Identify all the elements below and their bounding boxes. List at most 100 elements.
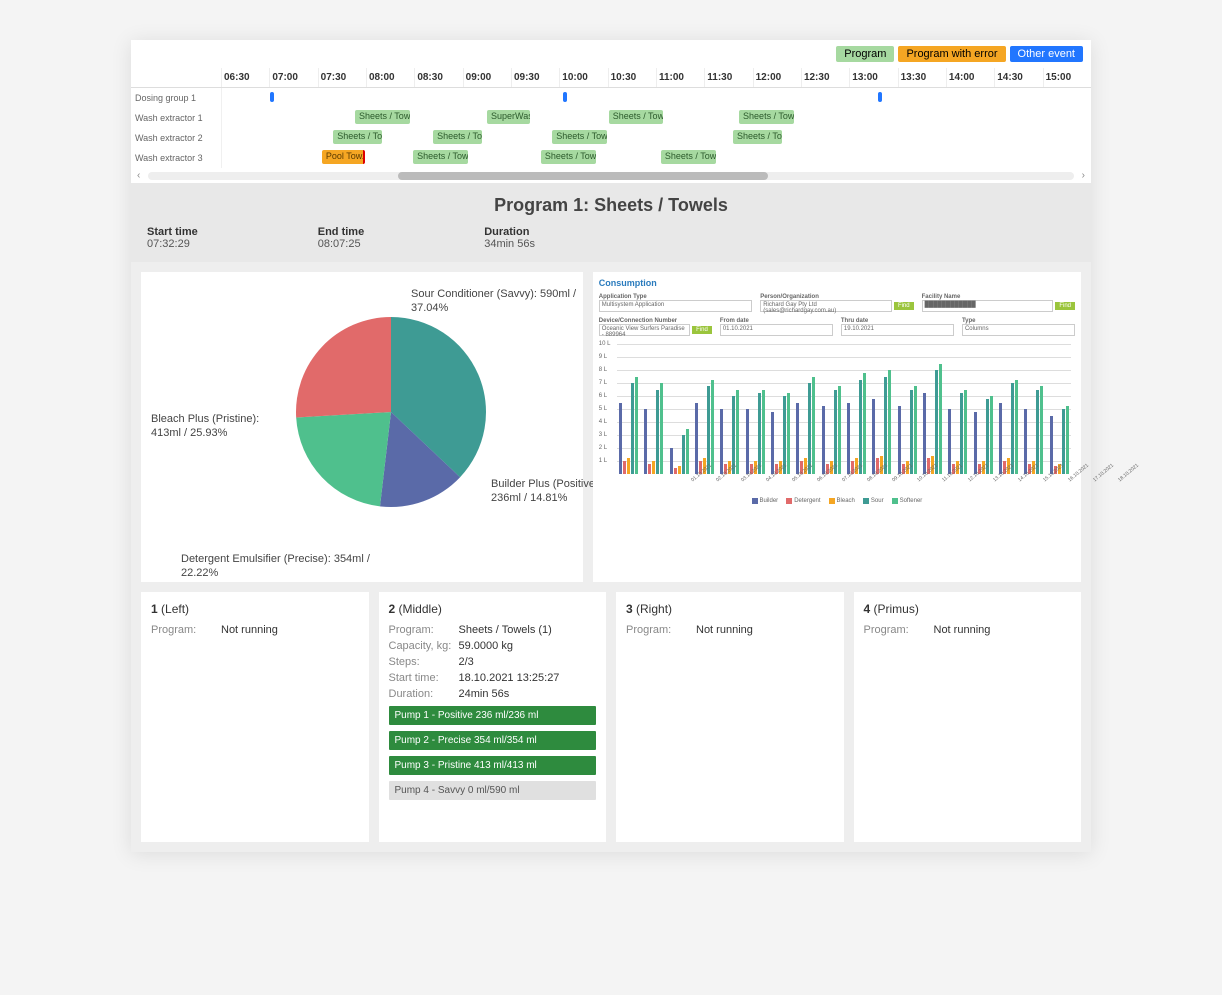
chart-bar[interactable] bbox=[974, 412, 977, 474]
scroll-thumb[interactable] bbox=[398, 172, 768, 180]
chart-bar[interactable] bbox=[787, 393, 790, 474]
chart-bar[interactable] bbox=[914, 386, 917, 474]
chart-bar[interactable] bbox=[872, 399, 875, 474]
chart-bar[interactable] bbox=[644, 409, 647, 474]
chart-y-label: 8 L bbox=[599, 367, 607, 373]
chart-bar[interactable] bbox=[670, 448, 673, 474]
gantt-bar[interactable]: Sheets / Towels bbox=[661, 150, 716, 164]
chart-bar[interactable] bbox=[631, 383, 634, 474]
filter-field[interactable]: 01.10.2021 bbox=[720, 324, 833, 336]
chart-bar[interactable] bbox=[999, 403, 1002, 475]
chart-bar[interactable] bbox=[711, 380, 714, 474]
chart-y-label: 5 L bbox=[599, 406, 607, 412]
scroll-left-icon[interactable]: ‹ bbox=[137, 170, 140, 181]
chart-bar[interactable] bbox=[652, 461, 655, 474]
scroll-right-icon[interactable]: › bbox=[1082, 170, 1085, 181]
filter-field[interactable]: ████████████ bbox=[922, 300, 1054, 312]
chart-legend-item: Detergent bbox=[786, 498, 820, 504]
chart-bar[interactable] bbox=[648, 464, 651, 474]
card-title: 4 (Primus) bbox=[864, 602, 1072, 616]
chart-bar[interactable] bbox=[796, 403, 799, 475]
chart-bar[interactable] bbox=[812, 377, 815, 475]
filter-field[interactable]: Columns bbox=[962, 324, 1075, 336]
gantt-bar[interactable]: Sheets / Towels bbox=[739, 110, 794, 124]
card-data-row: Duration:24min 56s bbox=[389, 688, 597, 700]
filter-find-button[interactable]: Find bbox=[1055, 302, 1075, 310]
pie-slice[interactable] bbox=[296, 412, 391, 506]
pie-slice[interactable] bbox=[296, 317, 391, 418]
chart-bar[interactable] bbox=[863, 373, 866, 474]
chart-bar[interactable] bbox=[736, 390, 739, 475]
chart-bar[interactable] bbox=[686, 429, 689, 475]
chart-bar[interactable] bbox=[1024, 409, 1027, 474]
chart-bar[interactable] bbox=[1011, 383, 1014, 474]
chart-bar[interactable] bbox=[923, 393, 926, 474]
gantt-bar[interactable]: Sheets / Towels bbox=[355, 110, 410, 124]
gantt-event-dot[interactable] bbox=[270, 92, 274, 102]
gantt-bar[interactable]: Sheets / To... bbox=[433, 130, 482, 144]
gantt-bar[interactable]: Sheets / To... bbox=[733, 130, 782, 144]
chart-bar[interactable] bbox=[1040, 386, 1043, 474]
chart-bar[interactable] bbox=[859, 380, 862, 474]
filter-field[interactable]: 19.10.2021 bbox=[841, 324, 954, 336]
chart-bar[interactable] bbox=[695, 403, 698, 475]
gantt-event-dot[interactable] bbox=[563, 92, 567, 102]
bar-group bbox=[1022, 386, 1045, 474]
chart-bar[interactable] bbox=[627, 458, 630, 474]
chart-bar[interactable] bbox=[884, 377, 887, 475]
time-slot: 12:00 bbox=[753, 68, 801, 87]
gantt-bar[interactable]: Sheets / Towels bbox=[609, 110, 664, 124]
gantt-bar[interactable]: Sheets / To... bbox=[333, 130, 382, 144]
filter-field[interactable]: Multisystem Application bbox=[599, 300, 752, 312]
card-data-row: Steps:2/3 bbox=[389, 656, 597, 668]
chart-bar[interactable] bbox=[822, 406, 825, 474]
time-slot: 15:00 bbox=[1043, 68, 1091, 87]
chart-bar[interactable] bbox=[964, 390, 967, 475]
card-title: 2 (Middle) bbox=[389, 602, 597, 616]
chart-bar[interactable] bbox=[762, 390, 765, 475]
chart-bar[interactable] bbox=[948, 409, 951, 474]
chart-bar[interactable] bbox=[939, 364, 942, 475]
timeline-row: Dosing group 1 bbox=[131, 88, 1091, 108]
chart-bar[interactable] bbox=[678, 466, 681, 474]
chart-bar[interactable] bbox=[674, 468, 677, 475]
chart-bar[interactable] bbox=[990, 396, 993, 474]
chart-bar[interactable] bbox=[838, 386, 841, 474]
chart-bar[interactable] bbox=[808, 383, 811, 474]
chart-bar[interactable] bbox=[960, 393, 963, 474]
chart-bar[interactable] bbox=[834, 390, 837, 475]
gantt-event-dot[interactable] bbox=[878, 92, 882, 102]
bar-group bbox=[845, 373, 868, 474]
filter-find-button[interactable]: Find bbox=[894, 302, 914, 310]
chart-bar[interactable] bbox=[935, 370, 938, 474]
time-slot: 08:00 bbox=[366, 68, 414, 87]
gantt-bar[interactable]: Sheets / Towels bbox=[541, 150, 596, 164]
chart-bar[interactable] bbox=[1036, 390, 1039, 475]
chart-bar[interactable] bbox=[746, 409, 749, 474]
chart-bar[interactable] bbox=[1066, 406, 1069, 474]
chart-bar[interactable] bbox=[682, 435, 685, 474]
gantt-bar[interactable]: Pool Tow... bbox=[322, 150, 365, 164]
chart-bar[interactable] bbox=[623, 461, 626, 474]
timeline-scrollbar[interactable]: ‹ › bbox=[131, 168, 1091, 183]
gantt-bar[interactable]: SuperWash bbox=[487, 110, 530, 124]
chart-bar[interactable] bbox=[660, 383, 663, 474]
filter-field[interactable]: Oceanic View Surfers Paradise - 889964 bbox=[599, 324, 690, 336]
chart-bar[interactable] bbox=[847, 403, 850, 475]
chart-bar[interactable] bbox=[898, 406, 901, 474]
chart-bar[interactable] bbox=[707, 386, 710, 474]
chart-bar[interactable] bbox=[1050, 416, 1053, 475]
bar-group bbox=[667, 429, 690, 475]
chart-bar[interactable] bbox=[619, 403, 622, 475]
filter-find-button[interactable]: Find bbox=[692, 326, 712, 334]
chart-bar[interactable] bbox=[888, 370, 891, 474]
gantt-bar[interactable]: Sheets / Towels bbox=[552, 130, 607, 144]
chart-bar[interactable] bbox=[720, 409, 723, 474]
chart-bar[interactable] bbox=[1015, 380, 1018, 474]
chart-bar[interactable] bbox=[771, 412, 774, 474]
gantt-bar[interactable]: Sheets / Towels bbox=[413, 150, 468, 164]
chart-bar[interactable] bbox=[910, 390, 913, 475]
filter-field[interactable]: Richard Gay Pty Ltd (sales@richardgay.co… bbox=[760, 300, 892, 312]
chart-bar[interactable] bbox=[635, 377, 638, 475]
chart-bar[interactable] bbox=[656, 390, 659, 475]
